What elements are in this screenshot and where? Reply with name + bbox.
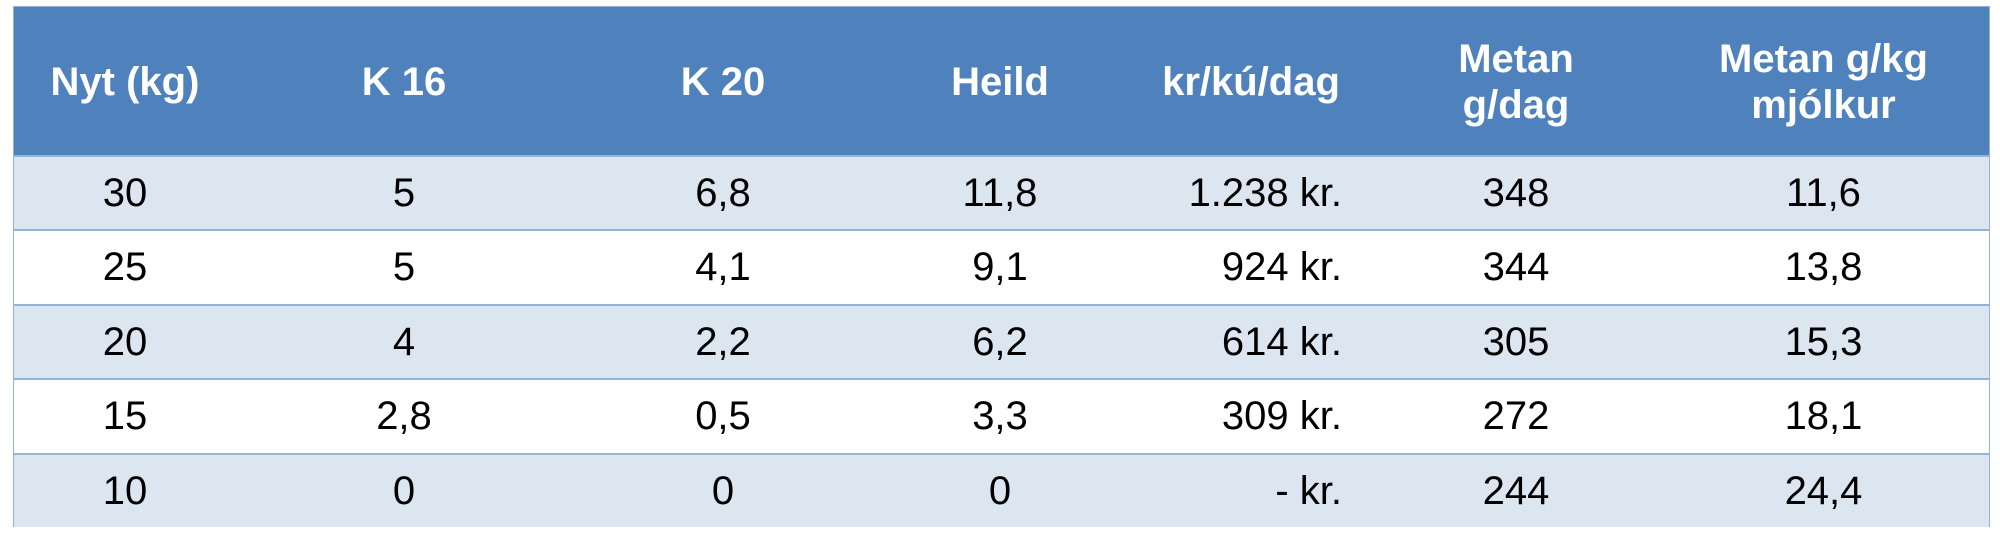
table-cell: 0 xyxy=(572,455,874,527)
table-cell: 924 kr. xyxy=(1126,231,1376,303)
table-cell-text: 4 xyxy=(392,319,416,364)
table-cell: 3,3 xyxy=(874,380,1126,452)
table-cell: 9,1 xyxy=(874,231,1126,303)
header-cell-text: K 20 xyxy=(680,60,766,104)
header-cell: kr/kú/dag xyxy=(1126,7,1376,157)
table-cell: 13,8 xyxy=(1656,231,1991,303)
table-cell-text: 15,3 xyxy=(1784,319,1863,364)
table-cell: 10 xyxy=(14,455,236,527)
table-cell: 305 xyxy=(1376,306,1656,378)
table-cell-text: 25 xyxy=(102,245,148,290)
table-cell-text: 3,3 xyxy=(972,394,1028,439)
table-cell: 24,4 xyxy=(1656,455,1991,527)
table-cell: 4,1 xyxy=(572,231,874,303)
table-cell-text: 344 xyxy=(1482,245,1550,290)
table-cell-text: 5 xyxy=(392,245,416,290)
table-cell: 11,8 xyxy=(874,157,1126,229)
table-row: 15 2,8 0,5 3,3 309 kr. 272 18,1 xyxy=(14,378,1991,453)
table-cell-text: 614 kr. xyxy=(1221,319,1342,364)
table-cell-text: 13,8 xyxy=(1784,245,1863,290)
table-cell: 2,2 xyxy=(572,306,874,378)
table-cell: 0 xyxy=(236,455,572,527)
table-cell: 5 xyxy=(236,157,572,229)
table-cell: 0 xyxy=(874,455,1126,527)
table-cell: 6,8 xyxy=(572,157,874,229)
table-cell-text: 1.238 kr. xyxy=(1188,171,1342,215)
table-cell: 5 xyxy=(236,231,572,303)
table-cell-text: 2,2 xyxy=(695,319,751,364)
table-cell: 30 xyxy=(14,157,236,229)
table-cell: 1.238 kr. xyxy=(1126,157,1376,229)
header-cell-text: Metan g/dag xyxy=(1458,37,1574,127)
table-cell-text: 924 kr. xyxy=(1221,245,1342,290)
header-cell-text: Heild xyxy=(951,60,1049,104)
table-cell-text: 9,1 xyxy=(972,245,1028,290)
table-row: 20 4 2,2 6,2 614 kr. 305 15,3 xyxy=(14,303,1991,378)
header-cell: K 16 xyxy=(236,7,572,157)
table-cell: 348 xyxy=(1376,157,1656,229)
table-cell-text: 10 xyxy=(102,468,148,513)
table-cell: 272 xyxy=(1376,380,1656,452)
table-cell-text: 244 xyxy=(1482,468,1550,513)
table-cell-text: 15 xyxy=(102,394,148,439)
table-cell: 15 xyxy=(14,380,236,452)
table-cell-text: 24,4 xyxy=(1784,468,1863,513)
header-cell: Metan g/dag xyxy=(1376,7,1656,157)
table-cell: 244 xyxy=(1376,455,1656,527)
table-cell: 2,8 xyxy=(236,380,572,452)
table-cell-text: 11,8 xyxy=(962,171,1038,215)
table-cell-text: 309 kr. xyxy=(1221,394,1342,439)
header-row: Nyt (kg) K 16 K 20 Heild kr/kú/dag Metan g/da… xyxy=(14,7,1989,157)
table-cell-text: 4,1 xyxy=(695,245,751,290)
table-cell-text: 0 xyxy=(711,468,735,513)
table-cell-text: 11,6 xyxy=(1786,171,1861,215)
header-cell: K 20 xyxy=(572,7,874,157)
table-cell-text: 0,5 xyxy=(695,394,751,439)
table-cell: 18,1 xyxy=(1656,380,1991,452)
table-cell: 4 xyxy=(236,306,572,378)
table-cell-text: 18,1 xyxy=(1784,394,1863,439)
header-cell: Nyt (kg) xyxy=(14,7,236,157)
table-cell: 20 xyxy=(14,306,236,378)
table-cell: 15,3 xyxy=(1656,306,1991,378)
table-row: 10 0 0 0 - kr. 244 24,4 xyxy=(14,452,1991,527)
table-cell-text: 6,2 xyxy=(972,319,1028,364)
data-table: Nyt (kg) K 16 K 20 Heild kr/kú/dag Metan g/da… xyxy=(13,6,1990,527)
table-cell: 344 xyxy=(1376,231,1656,303)
header-cell-text: kr/kú/dag xyxy=(1162,60,1340,104)
table-cell-text: 2,8 xyxy=(376,394,432,439)
header-cell-text: Metan g/kg mjólkur xyxy=(1719,37,1928,127)
table-cell: 6,2 xyxy=(874,306,1126,378)
table-row: 30 5 6,8 11,8 1.238 kr. 348 11,6 xyxy=(14,155,1989,229)
table-cell-text: 6,8 xyxy=(695,171,751,215)
header-cell: Metan g/kg mjólkur xyxy=(1656,7,1991,157)
header-cell-text: Nyt (kg) xyxy=(50,60,200,104)
table-cell-text: 0 xyxy=(988,468,1012,513)
table-cell: - kr. xyxy=(1126,455,1376,527)
table-cell-text: - kr. xyxy=(1275,468,1342,513)
header-cell: Heild xyxy=(874,7,1126,157)
table-cell-text: 5 xyxy=(392,171,416,215)
table-cell-text: 272 xyxy=(1482,394,1550,439)
table-cell: 614 kr. xyxy=(1126,306,1376,378)
table-cell-text: 30 xyxy=(102,171,148,215)
table-cell-text: 348 xyxy=(1482,171,1550,215)
table-row: 25 5 4,1 9,1 924 kr. 344 13,8 xyxy=(14,229,1991,304)
table-cell-text: 305 xyxy=(1482,319,1550,364)
table-cell: 11,6 xyxy=(1656,157,1991,229)
header-cell-text: K 16 xyxy=(361,60,447,104)
table-cell: 25 xyxy=(14,231,236,303)
table-cell-text: 20 xyxy=(102,319,148,364)
table-cell: 309 kr. xyxy=(1126,380,1376,452)
table-cell-text: 0 xyxy=(392,468,416,513)
table-cell: 0,5 xyxy=(572,380,874,452)
